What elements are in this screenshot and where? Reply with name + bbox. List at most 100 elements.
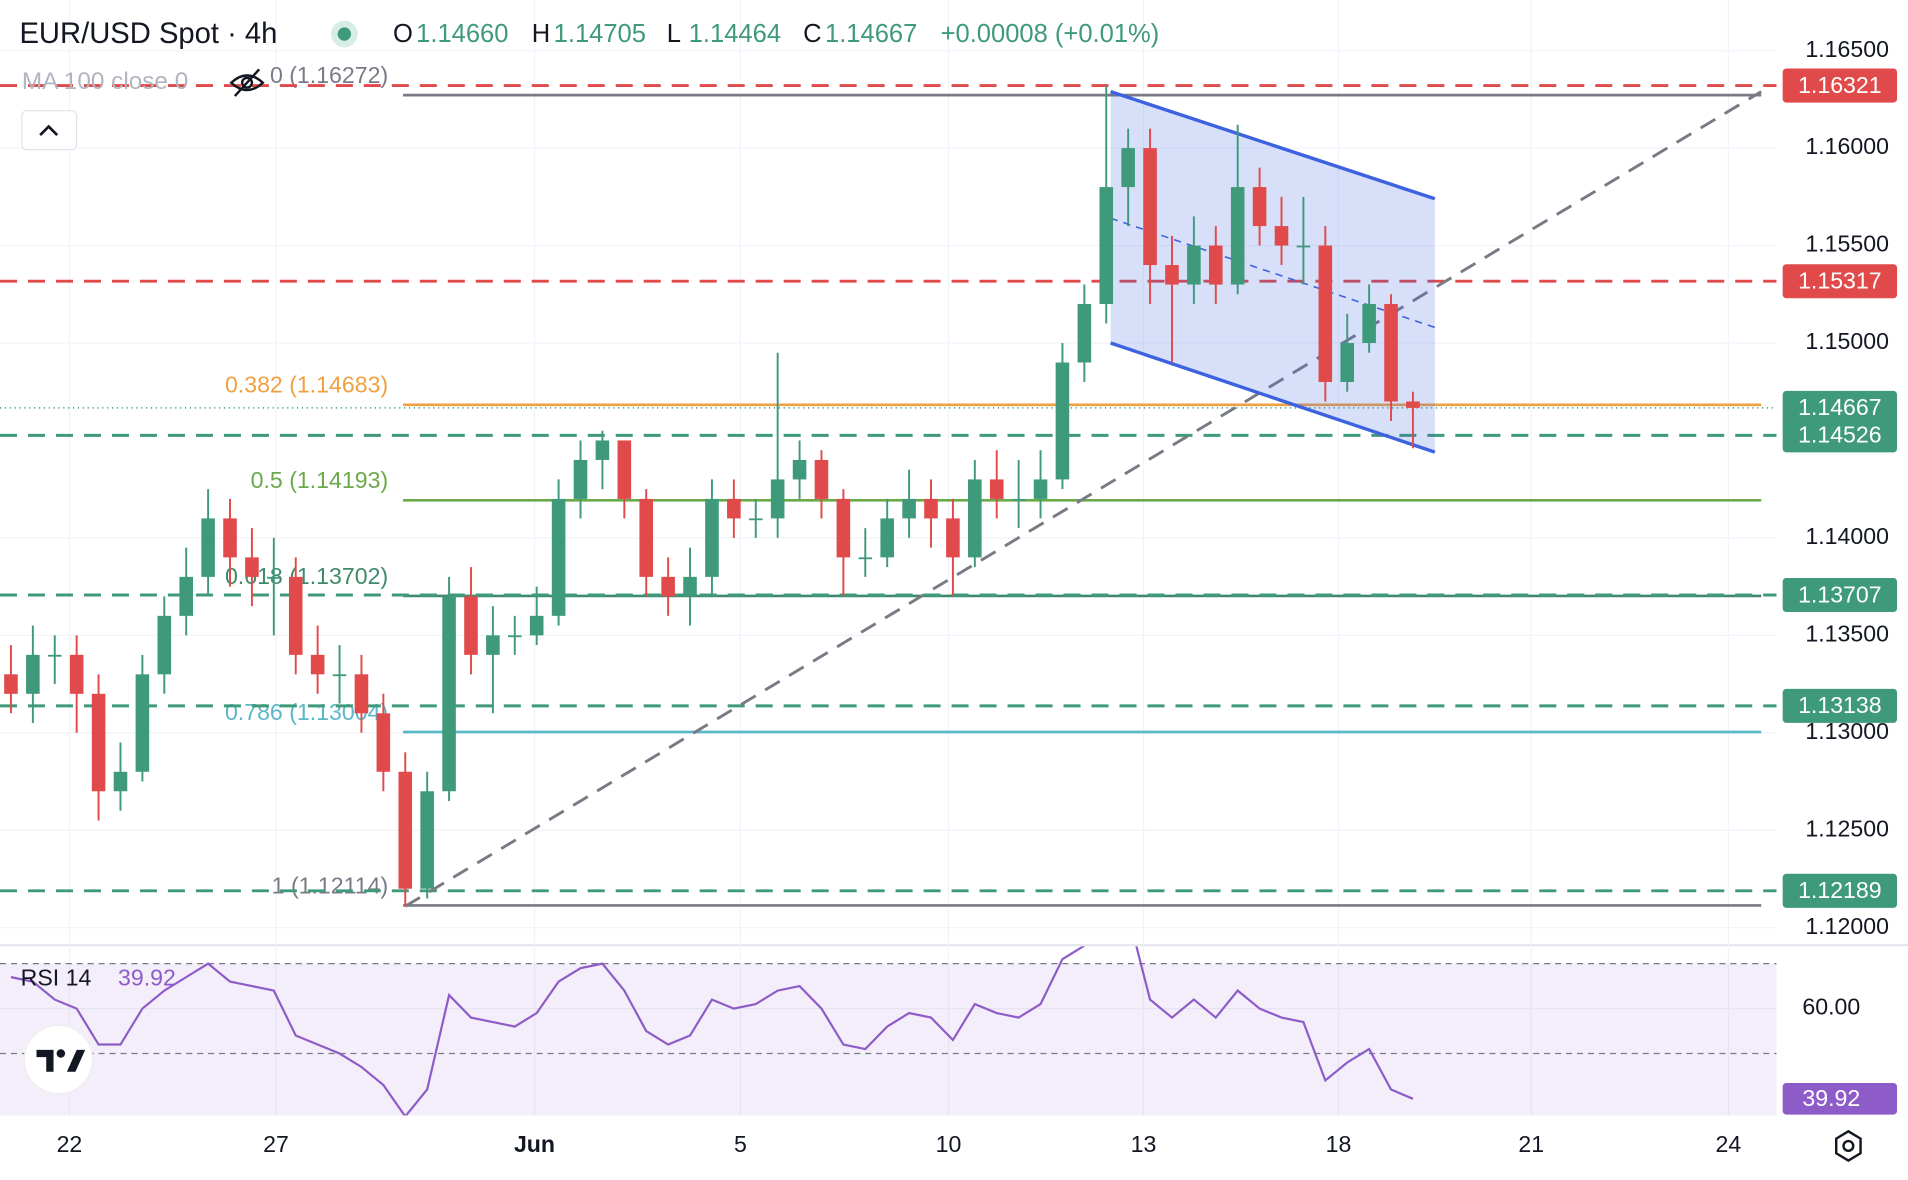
candle-body	[617, 440, 632, 499]
ohlc-key: L	[667, 20, 681, 48]
fib-label: 0.382 (1.14683)	[225, 372, 388, 398]
change: +0.00008 (+0.01%)	[941, 20, 1160, 48]
rsi-tick-label: 60.00	[1802, 994, 1860, 1020]
candle-body	[573, 459, 588, 499]
candle-body	[551, 498, 566, 616]
rsi-tag	[1782, 1082, 1898, 1115]
candle-body	[223, 518, 237, 558]
collapse-button[interactable]	[21, 110, 78, 151]
rsi-line	[10, 946, 1414, 1116]
rsi-name: RSI 14	[21, 964, 92, 990]
channel-middle	[1110, 217, 1436, 329]
candle-body	[464, 596, 478, 655]
candle-body	[508, 635, 522, 638]
x-tick-label: Jun	[514, 1131, 555, 1157]
hide-icon[interactable]	[229, 68, 265, 97]
candle-body	[201, 518, 215, 577]
price-tag	[1782, 264, 1898, 299]
price-tag	[1782, 688, 1898, 723]
candle-body	[310, 654, 325, 675]
candle-body	[1099, 187, 1114, 305]
candle-body	[1165, 265, 1179, 285]
x-tick-label: 21	[1518, 1131, 1544, 1157]
price-pane: 0 (1.16272)0.382 (1.14683)0.5 (1.14193)0…	[0, 62, 1777, 908]
price-tag	[1782, 873, 1898, 908]
chart-title: EUR/USD Spot · 4h	[19, 18, 277, 50]
ohlc-value: 1.14705	[554, 20, 646, 48]
candle-body	[179, 576, 193, 616]
candle-body	[639, 498, 654, 577]
x-tick-label: 10	[936, 1131, 962, 1157]
candle-body	[1318, 245, 1333, 382]
trendline	[404, 90, 1762, 908]
candle-body	[157, 615, 172, 675]
candle-body	[1121, 148, 1135, 188]
candle-body	[442, 596, 456, 792]
fib-label: 0 (1.16272)	[270, 62, 388, 88]
candle-body	[770, 479, 785, 519]
candle-body	[748, 518, 763, 521]
candle-body	[1340, 343, 1355, 382]
candle-body	[4, 674, 18, 694]
candle-body	[1187, 245, 1201, 285]
candle-body	[661, 576, 675, 597]
channel-lower	[1110, 341, 1436, 454]
candle-body	[1143, 148, 1157, 266]
candle-body	[420, 791, 434, 889]
candle-body	[1230, 187, 1245, 285]
price-tag-label: 1.12189	[1798, 877, 1882, 903]
candle-body	[595, 440, 610, 460]
candle-body	[1077, 304, 1092, 363]
candle-body	[486, 635, 500, 655]
price-tag-label: 1.14526	[1798, 422, 1882, 448]
candle-body	[69, 654, 84, 694]
candle-body	[1252, 187, 1267, 227]
candle-body	[946, 518, 960, 558]
status-dot	[337, 27, 352, 41]
x-tick-label: 22	[57, 1131, 83, 1157]
fib-label: 0.5 (1.14193)	[251, 467, 389, 493]
ohlc-value: 1.14660	[416, 20, 508, 48]
channel-upper	[1110, 89, 1436, 201]
y-tick-label: 1.16000	[1805, 133, 1889, 159]
candle-body	[529, 615, 544, 636]
fib-label: 1 (1.12114)	[272, 872, 389, 898]
candle-body	[1033, 479, 1048, 499]
y-tick-label: 1.12000	[1805, 913, 1889, 939]
settings-icon[interactable]	[1834, 1129, 1862, 1162]
ohlc-key: H	[532, 20, 550, 48]
y-tick-label: 1.14000	[1805, 523, 1889, 549]
rsi-last: 39.92	[118, 964, 176, 990]
y-tick-label: 1.15500	[1805, 231, 1889, 257]
candle-body	[354, 674, 369, 714]
price-tag-label: 1.16321	[1798, 72, 1882, 98]
price-tag-label: 1.15317	[1798, 268, 1882, 294]
candle-body	[91, 693, 106, 792]
candle-body	[135, 674, 150, 772]
candle-body	[1208, 245, 1223, 285]
rsi-band	[0, 963, 1777, 1116]
price-tag-label: 1.13707	[1798, 581, 1882, 607]
ohlc-value: 1.14667	[825, 20, 917, 48]
candle-body	[792, 459, 807, 480]
candle-body	[858, 557, 873, 560]
x-tick-label: 27	[263, 1131, 289, 1157]
x-tick-label: 13	[1131, 1131, 1157, 1157]
price-tag	[1782, 418, 1898, 453]
y-tick-label: 1.15000	[1805, 328, 1889, 354]
candle-body	[26, 654, 40, 694]
price-tag	[1782, 390, 1898, 425]
candle-body	[288, 576, 303, 655]
axes: 1.16500 1.16000 1.15500 1.15000 1.14000 1.135…	[57, 36, 1898, 1157]
candle-body	[267, 576, 281, 579]
y-tick-label: 1.16500	[1805, 36, 1889, 62]
price-tag	[1782, 577, 1898, 613]
candle-body	[113, 771, 128, 792]
candle-body	[1011, 498, 1026, 501]
candle-body	[1274, 226, 1289, 246]
candle-body	[1362, 304, 1376, 344]
ohlc-value: 1.14464	[689, 20, 781, 48]
ohlc-key: O	[393, 20, 413, 48]
candle-body	[1406, 401, 1420, 408]
